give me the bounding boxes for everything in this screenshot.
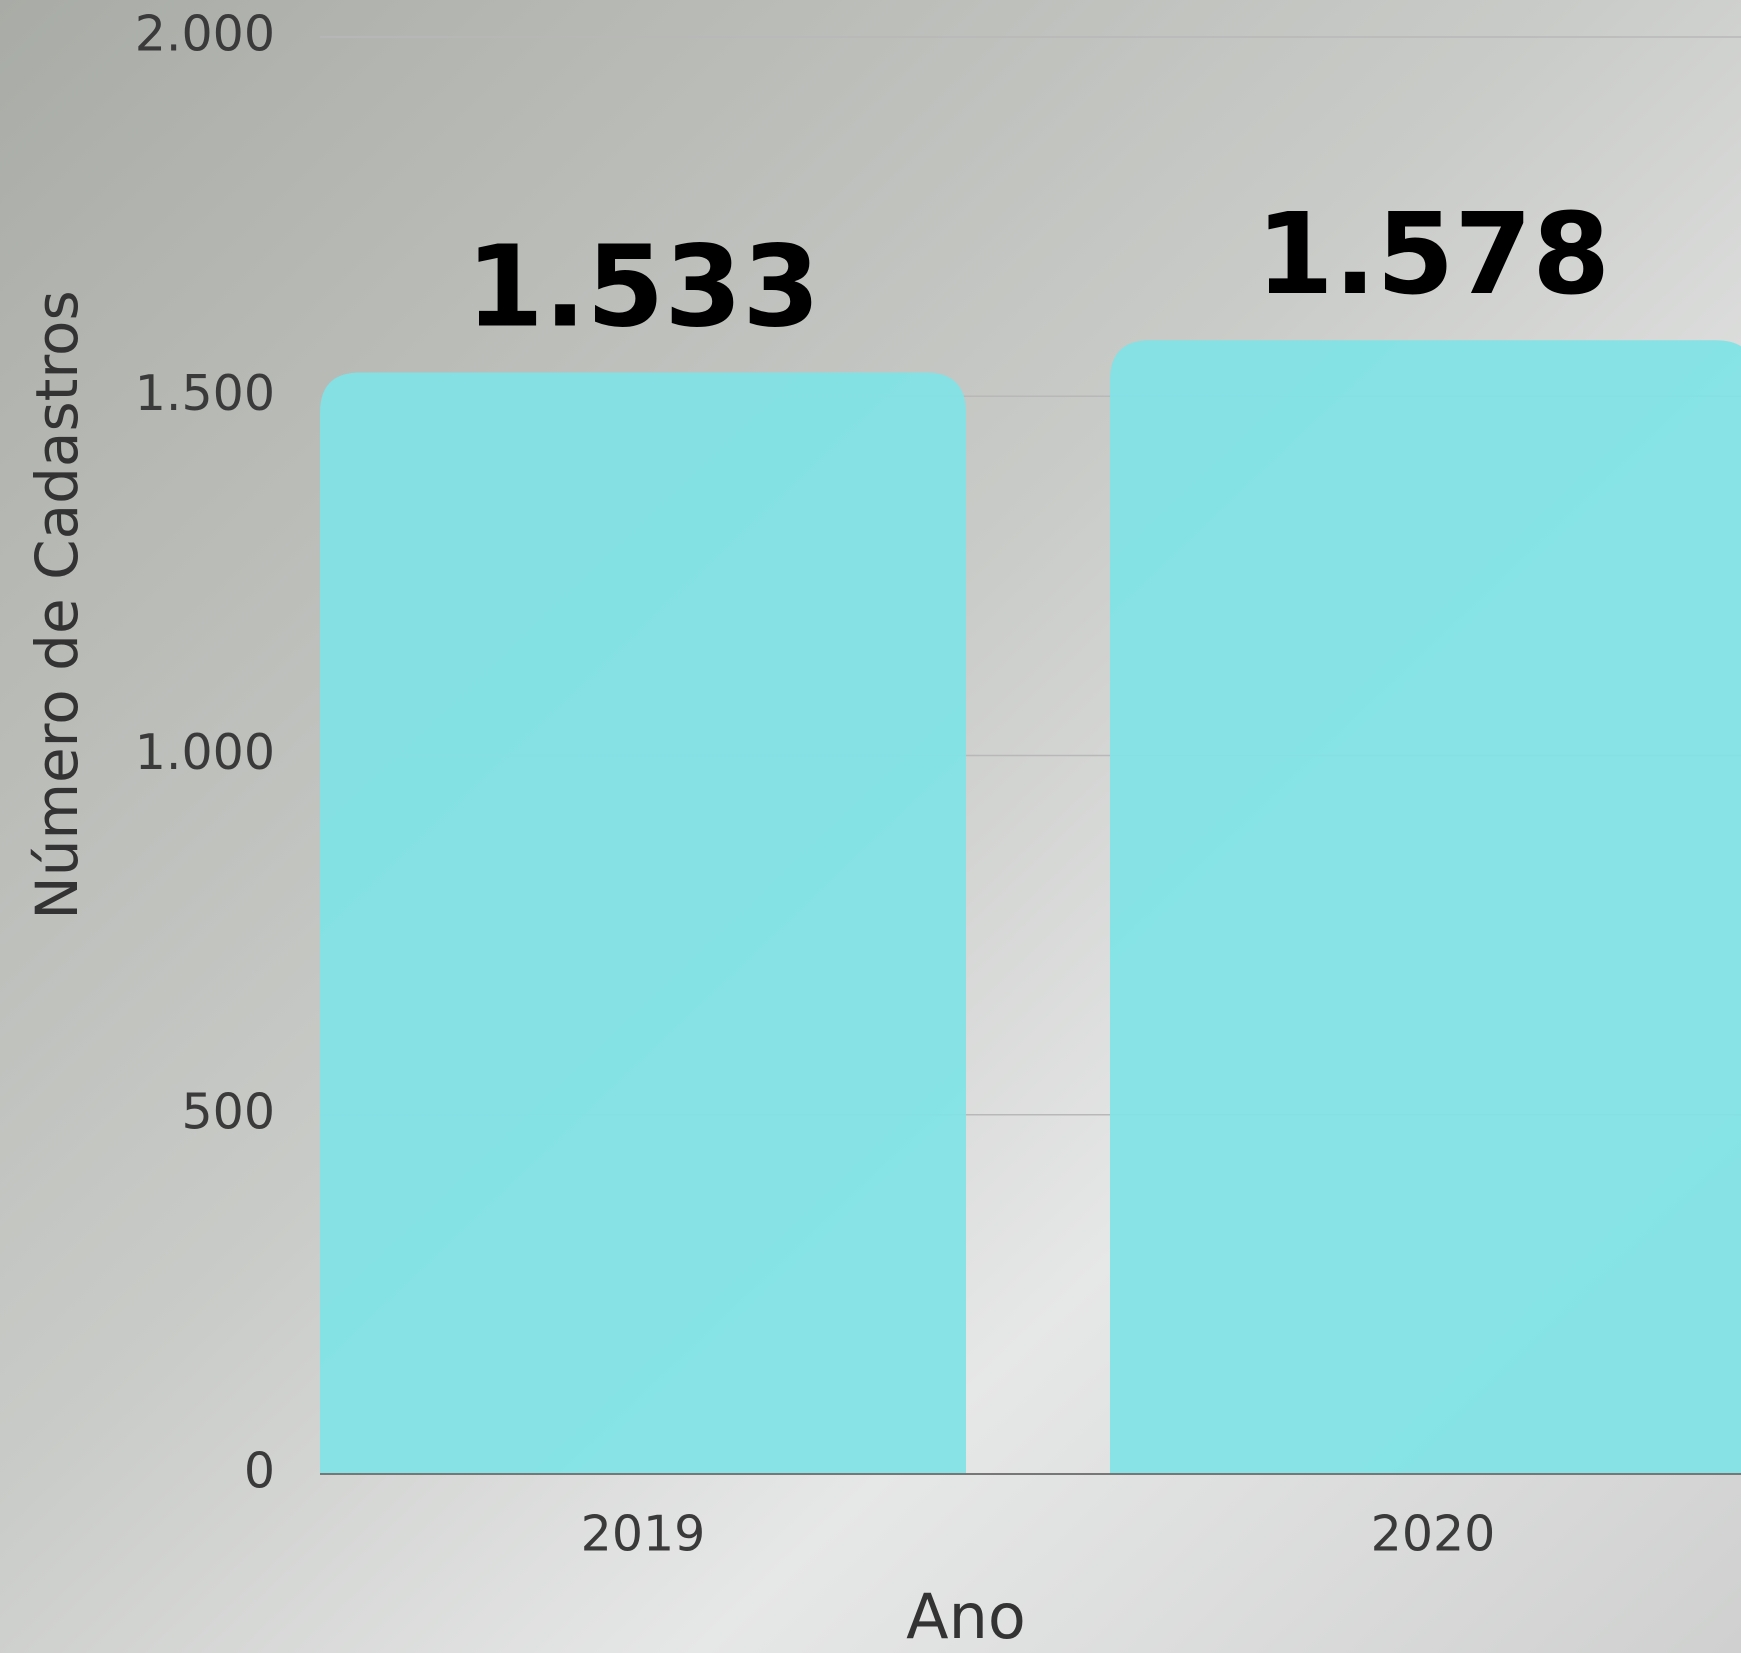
bar bbox=[320, 373, 966, 1474]
y-axis-title: Número de Cadastros bbox=[23, 290, 91, 919]
value-label: 1.533 bbox=[466, 222, 820, 352]
x-tick-label: 2020 bbox=[1371, 1506, 1496, 1563]
y-tick-label: 2.000 bbox=[135, 6, 275, 63]
y-tick-label: 1.500 bbox=[135, 365, 275, 422]
chart: Número de Cadastros Ano 0 500 1.000 1.500 2.… bbox=[0, 0, 1741, 1653]
x-axis-title: Ano bbox=[906, 1580, 1026, 1653]
y-tick-label: 1.000 bbox=[135, 724, 275, 781]
y-tick-label: 0 bbox=[244, 1443, 275, 1500]
y-tick-label: 500 bbox=[181, 1083, 275, 1140]
value-label: 1.578 bbox=[1256, 190, 1610, 320]
bar bbox=[1110, 340, 1741, 1474]
page: {"chart_data": {"type": "bar", "x_label"… bbox=[0, 0, 1741, 1653]
x-tick-label: 2019 bbox=[581, 1506, 706, 1563]
